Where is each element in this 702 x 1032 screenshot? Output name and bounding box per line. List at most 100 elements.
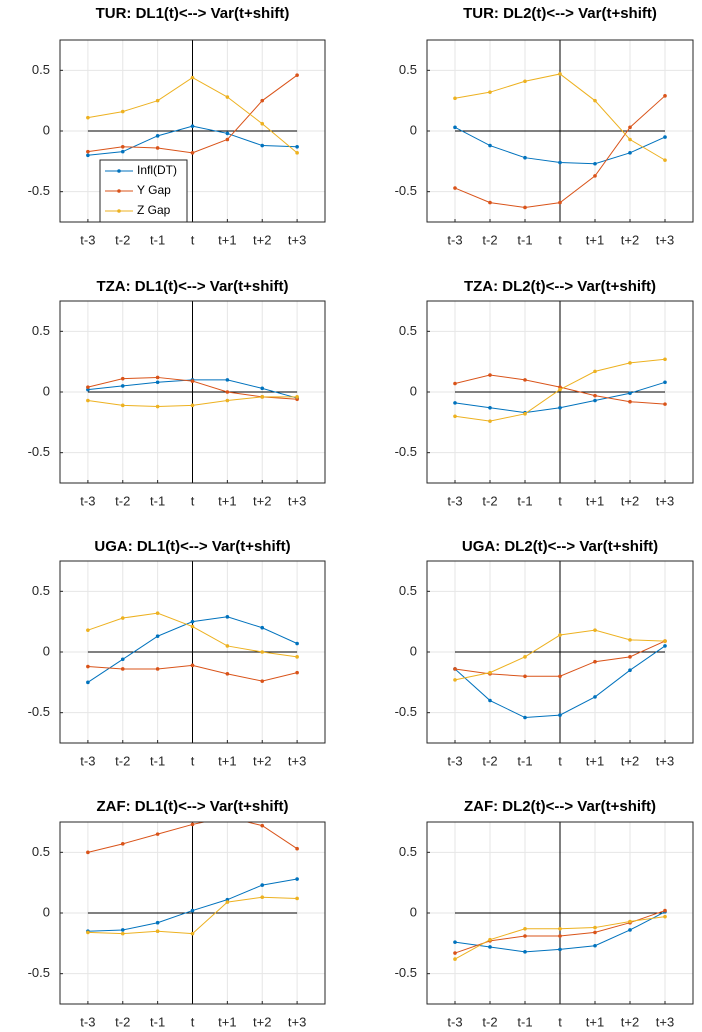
series-point: [488, 670, 492, 675]
y-tick-label: 0.5: [399, 323, 417, 338]
legend-label: Z Gap: [137, 203, 171, 217]
series-point: [523, 926, 527, 931]
chart-title: TZA: DL1(t)<--> Var(t+shift): [96, 278, 288, 295]
x-tick-label: t-3: [447, 753, 462, 768]
axes-box: [59, 560, 326, 744]
axes-box: [426, 821, 694, 1005]
subplot: -0.5 0 0.5 t-3 t-2 t-1 t t+1 t+2 t+3 UGA: DL1(t)<-…: [28, 538, 326, 768]
x-tick-label: t-1: [150, 753, 165, 768]
x-tick-label: t-2: [482, 232, 497, 247]
x-tick-label: t-1: [517, 753, 532, 768]
series-point: [155, 404, 160, 409]
legend-label: Infl(DT): [137, 163, 177, 177]
series-point: [225, 378, 230, 382]
y-tick-label: 0.5: [32, 583, 50, 598]
x-tick-label: t+1: [218, 1014, 236, 1029]
x-tick-label: t-3: [447, 1014, 462, 1029]
series-point: [190, 624, 195, 629]
series-point: [488, 143, 492, 148]
x-tick-label: t+1: [586, 753, 604, 768]
series-point: [628, 391, 632, 396]
y-tick-label: -0.5: [28, 444, 50, 459]
series-point: [155, 920, 160, 925]
legend-marker: [117, 209, 121, 213]
series-point: [86, 115, 90, 120]
series-point: [523, 205, 527, 210]
series-point: [523, 934, 527, 938]
series-point: [558, 405, 562, 410]
series-point: [86, 680, 90, 685]
series-point: [628, 638, 632, 642]
series-point: [663, 158, 667, 162]
series-point: [628, 125, 632, 130]
x-tick-label: t+2: [621, 1014, 639, 1029]
series-point: [453, 957, 457, 961]
x-tick-label: t+2: [253, 1014, 271, 1029]
chart-title: UGA: DL1(t)<--> Var(t+shift): [94, 538, 290, 555]
series-point: [593, 930, 597, 935]
x-tick-label: t-1: [517, 1014, 532, 1029]
series-point: [558, 947, 562, 952]
y-tick-label: -0.5: [28, 704, 50, 719]
series-point: [86, 153, 90, 158]
plot-area: [86, 815, 299, 936]
x-tick-label: t+2: [621, 493, 639, 508]
series-point: [86, 398, 90, 403]
y-tick-label: 0.5: [399, 62, 417, 77]
x-tick-label: t: [191, 493, 195, 508]
y-tick-label: 0: [410, 904, 417, 919]
x-tick-label: t-1: [150, 1014, 165, 1029]
series-point: [260, 883, 265, 887]
y-tick-label: 0.5: [32, 844, 50, 859]
series-point: [120, 149, 125, 154]
series-point: [453, 186, 457, 190]
x-tick-label: t-3: [80, 1014, 95, 1029]
series-point: [488, 90, 492, 94]
series-point: [295, 670, 299, 675]
x-tick-label: t-2: [482, 753, 497, 768]
legend-marker: [117, 189, 121, 193]
series-point: [523, 950, 527, 954]
plot-area: [86, 375, 299, 409]
chart-title: TZA: DL2(t)<--> Var(t+shift): [464, 278, 656, 295]
x-tick-label: t+1: [218, 493, 236, 508]
x-tick-label: t: [558, 493, 562, 508]
series-point: [663, 908, 667, 913]
subplot: -0.5 0 0.5 t-3 t-2 t-1 t t+1 t+2 t+3 ZAF: DL1(t)<-…: [28, 798, 326, 1029]
x-tick-label: t+1: [586, 232, 604, 247]
series-point: [260, 823, 265, 828]
series-point: [488, 698, 492, 703]
x-tick-label: t: [191, 1014, 195, 1029]
y-tick-label: 0.5: [399, 583, 417, 598]
series-point: [593, 369, 597, 374]
series-point: [226, 815, 230, 819]
series-point: [523, 715, 527, 720]
series-point: [558, 674, 562, 679]
series-point: [190, 619, 195, 624]
legend-marker: [117, 169, 121, 173]
series-point: [628, 151, 632, 155]
x-tick-label: t+2: [253, 753, 271, 768]
y-tick-label: 0: [410, 643, 417, 658]
series-point: [155, 375, 160, 380]
series-point: [260, 98, 265, 103]
x-tick-label: t: [191, 232, 195, 247]
series-point: [295, 641, 299, 646]
x-tick-label: t+3: [656, 753, 674, 768]
series-point: [120, 403, 125, 408]
series-point: [260, 625, 265, 630]
y-tick-label: -0.5: [395, 183, 417, 198]
series-point: [225, 131, 230, 136]
series-point: [488, 419, 492, 423]
series-point: [120, 842, 125, 846]
x-tick-label: t+2: [621, 753, 639, 768]
series-point: [260, 121, 265, 126]
series-point: [86, 850, 90, 855]
y-tick-label: -0.5: [28, 965, 50, 980]
x-tick-label: t-3: [80, 493, 95, 508]
series-point: [488, 405, 492, 410]
subplot: -0.5 0 0.5 t-3 t-2 t-1 t t+1 t+2 t+3 Infl(DT) Y Gap…: [28, 5, 326, 247]
y-tick-label: 0: [410, 122, 417, 137]
x-tick-label: t-3: [447, 493, 462, 508]
x-tick-label: t+1: [218, 753, 236, 768]
